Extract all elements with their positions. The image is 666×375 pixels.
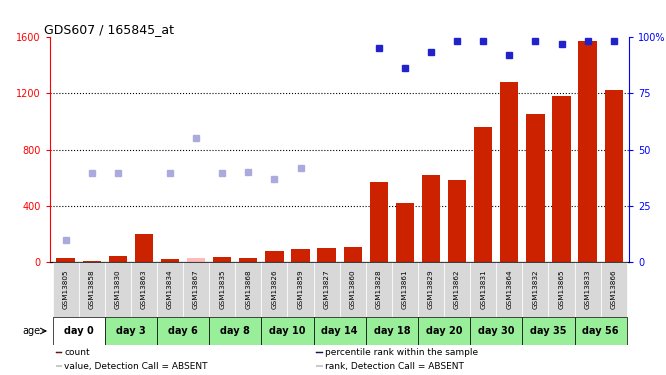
Bar xyxy=(344,246,362,262)
Bar xyxy=(135,234,153,262)
Bar xyxy=(288,262,314,317)
Bar xyxy=(239,258,258,262)
Bar xyxy=(187,258,205,262)
Bar xyxy=(316,352,323,353)
Text: count: count xyxy=(64,348,90,357)
Bar xyxy=(291,249,310,262)
Text: value, Detection Call = ABSENT: value, Detection Call = ABSENT xyxy=(64,362,208,370)
Text: day 35: day 35 xyxy=(530,326,567,336)
Bar xyxy=(209,262,235,317)
Text: GSM13830: GSM13830 xyxy=(115,270,121,309)
Bar xyxy=(83,261,101,262)
Text: day 18: day 18 xyxy=(374,326,410,336)
Bar xyxy=(418,317,470,345)
Bar xyxy=(422,175,440,262)
Bar xyxy=(396,203,414,262)
Bar xyxy=(522,262,549,317)
Text: GSM13867: GSM13867 xyxy=(193,270,199,309)
Text: day 3: day 3 xyxy=(116,326,146,336)
Bar xyxy=(496,262,522,317)
Bar xyxy=(366,317,418,345)
Text: GSM13859: GSM13859 xyxy=(298,270,304,309)
Bar xyxy=(470,262,496,317)
Bar xyxy=(575,262,601,317)
Bar xyxy=(157,317,209,345)
Text: day 14: day 14 xyxy=(322,326,358,336)
Text: age: age xyxy=(23,326,41,336)
Bar xyxy=(157,262,183,317)
Bar xyxy=(57,258,75,262)
Text: GSM13832: GSM13832 xyxy=(532,270,538,309)
Bar xyxy=(526,114,545,262)
Text: percentile rank within the sample: percentile rank within the sample xyxy=(325,348,478,357)
Bar xyxy=(105,262,131,317)
Text: GDS607 / 165845_at: GDS607 / 165845_at xyxy=(44,23,174,36)
Bar xyxy=(261,262,288,317)
Text: day 10: day 10 xyxy=(269,326,306,336)
Bar xyxy=(418,262,444,317)
Text: GSM13833: GSM13833 xyxy=(585,270,591,309)
Text: GSM13805: GSM13805 xyxy=(63,270,69,309)
Bar xyxy=(79,262,105,317)
Bar xyxy=(56,352,62,353)
Text: GSM13835: GSM13835 xyxy=(219,270,225,309)
Text: day 20: day 20 xyxy=(426,326,462,336)
Bar xyxy=(183,262,209,317)
Text: GSM13866: GSM13866 xyxy=(611,270,617,309)
Bar xyxy=(318,248,336,262)
Text: GSM13827: GSM13827 xyxy=(324,270,330,309)
Bar xyxy=(53,317,105,345)
Bar xyxy=(366,262,392,317)
Text: rank, Detection Call = ABSENT: rank, Detection Call = ABSENT xyxy=(325,362,464,370)
Bar xyxy=(470,317,522,345)
Bar xyxy=(340,262,366,317)
Text: GSM13858: GSM13858 xyxy=(89,270,95,309)
Bar xyxy=(105,317,157,345)
Text: GSM13862: GSM13862 xyxy=(454,270,460,309)
Text: GSM13865: GSM13865 xyxy=(559,270,565,309)
Bar xyxy=(448,180,466,262)
Text: GSM13868: GSM13868 xyxy=(245,270,251,309)
Bar xyxy=(314,317,366,345)
Bar xyxy=(161,259,179,262)
Text: GSM13829: GSM13829 xyxy=(428,270,434,309)
Text: GSM13834: GSM13834 xyxy=(167,270,173,309)
Text: GSM13860: GSM13860 xyxy=(350,270,356,309)
Bar xyxy=(265,251,284,262)
Bar xyxy=(444,262,470,317)
Text: day 6: day 6 xyxy=(168,326,198,336)
Text: GSM13861: GSM13861 xyxy=(402,270,408,309)
Text: GSM13831: GSM13831 xyxy=(480,270,486,309)
Bar xyxy=(549,262,575,317)
Bar xyxy=(53,262,79,317)
Bar xyxy=(552,96,571,262)
Bar xyxy=(213,257,231,262)
Bar xyxy=(261,317,314,345)
Bar xyxy=(601,262,627,317)
Text: day 56: day 56 xyxy=(582,326,619,336)
Bar xyxy=(579,41,597,262)
Text: GSM13826: GSM13826 xyxy=(272,270,278,309)
Text: GSM13828: GSM13828 xyxy=(376,270,382,309)
Bar xyxy=(474,127,492,262)
Bar xyxy=(500,82,518,262)
Text: GSM13863: GSM13863 xyxy=(141,270,147,309)
Bar xyxy=(314,262,340,317)
Bar xyxy=(109,256,127,262)
Bar xyxy=(370,182,388,262)
Bar xyxy=(605,90,623,262)
Text: day 0: day 0 xyxy=(64,326,93,336)
Bar xyxy=(131,262,157,317)
Bar xyxy=(522,317,575,345)
Text: day 8: day 8 xyxy=(220,326,250,336)
Text: GSM13864: GSM13864 xyxy=(506,270,512,309)
Bar xyxy=(575,317,627,345)
Text: day 30: day 30 xyxy=(478,326,515,336)
Bar xyxy=(235,262,261,317)
Bar xyxy=(392,262,418,317)
Bar xyxy=(209,317,261,345)
